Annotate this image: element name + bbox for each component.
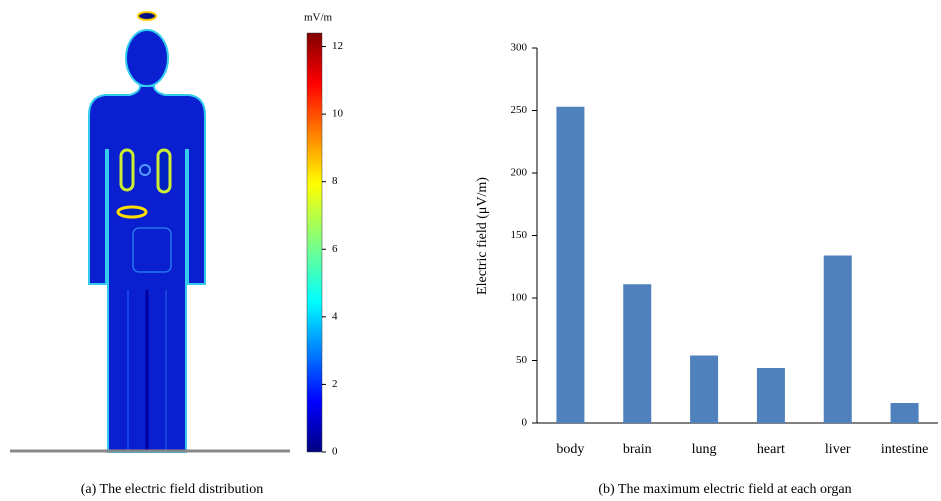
colorbar-tick-label: 10 — [332, 108, 344, 120]
colorbar-label: mV/m — [304, 12, 333, 24]
colorbar-tick-label: 8 — [332, 175, 338, 187]
caption: (b) The maximum electric field at each o… — [598, 482, 851, 497]
bar — [690, 355, 719, 423]
y-tick-label: 300 — [511, 42, 528, 54]
bar — [756, 368, 785, 423]
colorbar-tick-label: 2 — [332, 378, 338, 390]
colorbar — [306, 32, 323, 453]
colorbar-tick-label: 12 — [332, 40, 343, 52]
x-tick-label: heart — [757, 442, 785, 457]
x-tick-label: body — [556, 442, 584, 457]
y-tick-label: 150 — [511, 229, 528, 241]
y-tick-label: 250 — [511, 104, 528, 116]
colorbar-tick-label: 4 — [332, 310, 338, 322]
colorbar-tick-label: 6 — [332, 243, 338, 255]
x-tick-label: intestine — [881, 442, 928, 457]
bar — [623, 284, 652, 423]
x-tick-label: liver — [825, 442, 851, 457]
colorbar-tick-label: 0 — [332, 446, 338, 458]
bar — [890, 403, 919, 423]
x-tick-label: brain — [623, 442, 652, 457]
body-field-map — [88, 11, 206, 453]
y-tick-label: 50 — [516, 354, 528, 366]
y-tick-label: 100 — [511, 292, 528, 304]
y-axis-label: Electric field (μV/m) — [475, 177, 490, 295]
y-tick-label: 0 — [522, 417, 528, 429]
x-tick-label: lung — [692, 442, 717, 457]
bar — [556, 106, 585, 423]
y-tick-label: 200 — [511, 167, 528, 179]
caption: (a) The electric field distribution — [81, 482, 263, 497]
bar — [823, 255, 852, 423]
